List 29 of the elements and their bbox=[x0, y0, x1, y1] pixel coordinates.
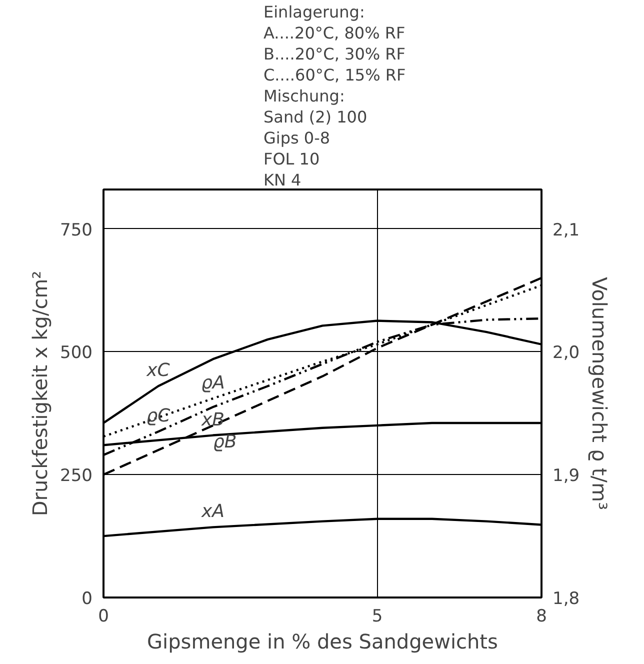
y2-tick-label: 1,9 bbox=[552, 466, 580, 486]
series-label: ϱB bbox=[213, 431, 237, 452]
y2-tick-label: 2,0 bbox=[552, 343, 580, 364]
x-tick-label: 8 bbox=[536, 606, 547, 626]
text: Mischung: bbox=[264, 86, 345, 106]
text: Gips 0-8 bbox=[264, 128, 330, 148]
y-tick-label: 0 bbox=[82, 589, 93, 609]
annotation: KN 4 bbox=[264, 170, 302, 190]
x-tick-label: 5 bbox=[372, 606, 383, 626]
series-label: xC bbox=[146, 360, 170, 382]
y2-tick-label: 1,8 bbox=[552, 589, 580, 609]
y2-axis-title: Volumengewicht ϱ t/m³ bbox=[588, 277, 612, 510]
x-tick-label: 0 bbox=[98, 606, 109, 626]
series-label: ϱA bbox=[201, 372, 225, 394]
series-label: xB bbox=[200, 409, 225, 430]
text: Einlagerung: bbox=[264, 2, 365, 22]
y-tick-label: 500 bbox=[60, 343, 93, 364]
y-tick-label: 750 bbox=[60, 220, 93, 240]
y-axis-title: Druckfestigkeit x kg/cm² bbox=[28, 270, 52, 516]
text: FOL 10 bbox=[264, 150, 320, 168]
text: A....20°C, 80% RF bbox=[264, 24, 406, 42]
text: C....60°C, 15% RF bbox=[264, 66, 406, 84]
y-tick-label: 250 bbox=[60, 466, 93, 486]
x-axis-title: Gipsmenge in % des Sandgewichts bbox=[147, 630, 498, 654]
text: B....20°C, 30% RF bbox=[264, 44, 406, 64]
series-label: ϱC bbox=[146, 406, 171, 427]
series-label: xA bbox=[200, 501, 224, 522]
text: Sand (2) 100 bbox=[264, 108, 368, 126]
y2-tick-label: 2,1 bbox=[552, 220, 580, 240]
